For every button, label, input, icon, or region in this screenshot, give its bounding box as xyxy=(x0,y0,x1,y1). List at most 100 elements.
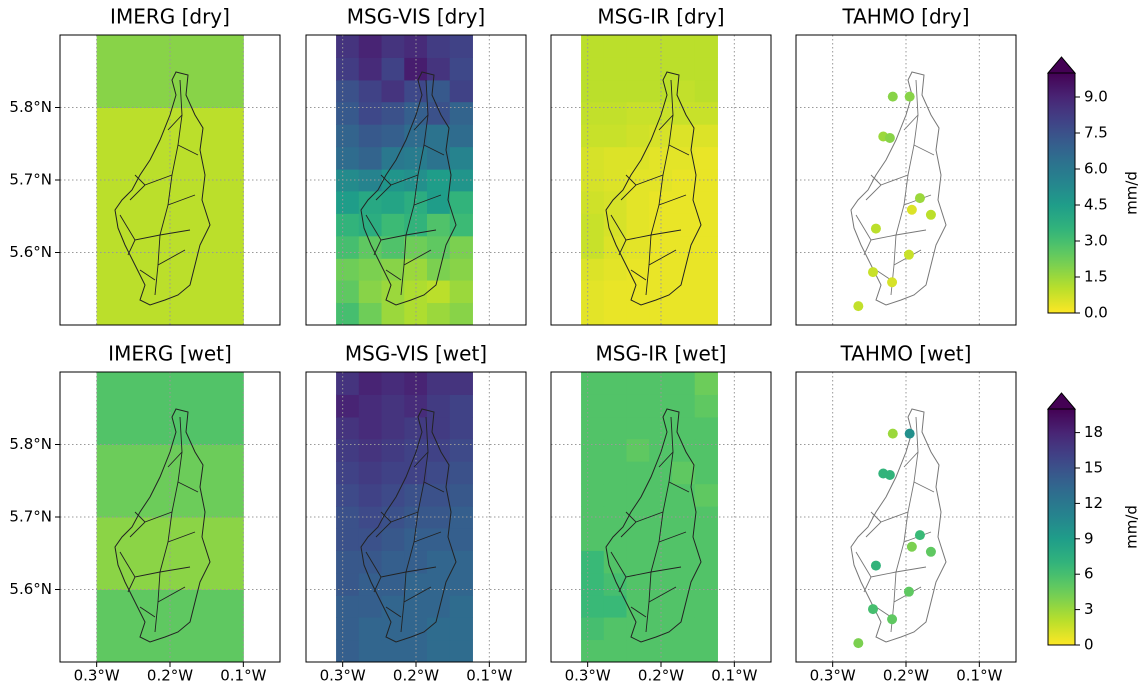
grid-cell xyxy=(649,35,673,58)
grid-cell xyxy=(672,235,696,259)
basin-outline xyxy=(605,71,702,306)
grid-cell xyxy=(381,213,405,237)
grid-cell xyxy=(603,124,628,148)
river xyxy=(403,249,432,266)
basin-outline xyxy=(114,71,211,306)
grid-cell xyxy=(581,35,605,58)
grid-cell xyxy=(694,639,718,662)
x-tick-label: 0.1°W xyxy=(466,667,512,683)
grid-cell xyxy=(336,527,360,551)
grid-cell xyxy=(404,190,428,214)
station xyxy=(906,204,917,215)
grid-cell xyxy=(694,280,718,304)
x-tick-label: 0.2°W xyxy=(638,667,684,683)
river xyxy=(405,229,437,236)
grid-cell xyxy=(672,372,696,395)
river xyxy=(134,174,146,186)
grid-cell xyxy=(358,235,383,259)
grid-cell xyxy=(603,572,628,596)
river xyxy=(648,249,677,266)
river xyxy=(870,511,882,523)
grid-cell xyxy=(404,302,428,325)
grid-cell xyxy=(404,527,428,551)
grid-cell xyxy=(427,79,451,103)
grid-cell xyxy=(427,124,451,148)
grid-cell xyxy=(449,483,473,507)
grid-cell xyxy=(170,107,244,181)
river xyxy=(658,194,687,206)
panel: MSG-IR [wet] 0.3°W 0.2°W 0.1°W xyxy=(550,342,772,683)
river xyxy=(159,566,191,573)
river xyxy=(373,576,382,593)
grid-cell xyxy=(336,169,360,192)
station xyxy=(870,223,881,234)
grid-cell xyxy=(694,124,718,148)
grid-cell xyxy=(358,35,383,58)
grid-cell xyxy=(336,639,360,662)
grid-cell xyxy=(672,35,696,58)
y-tick-label: 5.7°N xyxy=(9,171,52,189)
grid-cell xyxy=(427,101,451,125)
grid-cell xyxy=(404,258,428,281)
grid-cell xyxy=(449,461,473,485)
grid-cell xyxy=(358,483,383,507)
colorbar-tick-label: 7.5 xyxy=(1084,124,1108,142)
grid-cell xyxy=(336,483,360,507)
river xyxy=(865,511,909,538)
grid-cell xyxy=(449,213,473,237)
grid-cell xyxy=(603,483,628,507)
grid-cell xyxy=(694,438,718,462)
grid-cell xyxy=(96,589,171,662)
river xyxy=(890,79,919,296)
grid-cell xyxy=(626,235,650,259)
grid-cell xyxy=(626,461,650,485)
grid-cell xyxy=(404,57,428,81)
grid-cell xyxy=(603,79,628,103)
colorbar-tick-label: 0.0 xyxy=(1084,304,1108,322)
grid-cell xyxy=(427,550,451,574)
grid-cell xyxy=(381,146,405,170)
grid-cell xyxy=(581,169,605,192)
grid-cell xyxy=(649,146,673,170)
grid-cell xyxy=(672,101,696,125)
grid-cell xyxy=(358,438,383,462)
grid-cell xyxy=(96,35,171,108)
plot-area xyxy=(551,372,771,662)
grid-cell xyxy=(672,438,696,462)
grid-cell xyxy=(672,461,696,485)
grid-cell xyxy=(603,280,628,304)
grid-cell xyxy=(427,280,451,304)
grid-cell xyxy=(336,438,360,462)
grid-cell xyxy=(626,124,650,148)
grid-cell xyxy=(170,444,244,518)
grid-cell xyxy=(581,213,605,237)
grid-cell xyxy=(626,57,650,81)
river xyxy=(658,451,674,468)
grid-cell xyxy=(581,572,605,596)
river xyxy=(167,194,196,206)
river xyxy=(385,269,402,281)
panel: IMERG [dry] 5.6°N 5.7°N 5.8°N xyxy=(9,5,281,326)
grid-cell xyxy=(581,438,605,462)
river xyxy=(645,79,674,296)
river xyxy=(625,511,637,523)
grid-cell xyxy=(626,79,650,103)
grid-cell xyxy=(381,101,405,125)
grid-cell xyxy=(626,416,650,440)
grid-cell xyxy=(358,572,383,596)
grid-cell xyxy=(381,258,405,281)
grid-cell xyxy=(336,550,360,574)
grid-cell xyxy=(427,617,451,641)
grid-cell xyxy=(649,639,673,662)
grid-cell xyxy=(626,550,650,574)
grid-cell xyxy=(404,35,428,58)
grid-cell xyxy=(694,35,718,58)
grid-cell xyxy=(381,79,405,103)
river xyxy=(413,451,429,468)
grid-cell xyxy=(427,527,451,551)
plot-area xyxy=(796,35,1016,325)
grid-cell xyxy=(449,258,473,281)
colorbar-tick-label: 12 xyxy=(1084,494,1103,512)
grid-cell xyxy=(672,483,696,507)
grid-cell xyxy=(381,639,405,662)
